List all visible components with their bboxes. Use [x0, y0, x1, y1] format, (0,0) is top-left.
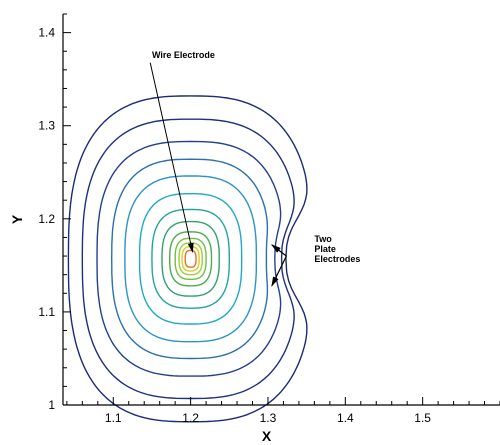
- y-tick-label: 1.3: [38, 119, 55, 133]
- contour-line: [184, 249, 197, 268]
- annotation-arrow: [149, 62, 194, 254]
- x-tick-label: 1.1: [105, 411, 122, 425]
- contour-line: [81, 118, 295, 400]
- x-tick-label: 1.4: [337, 411, 354, 425]
- annotation-label: Two: [314, 234, 332, 244]
- y-tick-label: 1: [48, 398, 55, 412]
- contour-line: [67, 95, 308, 423]
- contour-line: [151, 208, 230, 309]
- contour-line: [178, 242, 203, 276]
- contour-line: [174, 237, 207, 280]
- y-axis-title: Y: [9, 214, 25, 224]
- x-axis-title: X: [262, 428, 272, 444]
- x-tick-label: 1.2: [182, 411, 199, 425]
- contour-line: [169, 231, 213, 287]
- contour-lines: [67, 95, 308, 423]
- contour-line: [124, 175, 258, 343]
- y-tick-label: 1.4: [38, 26, 55, 40]
- y-tick-label: 1.2: [38, 212, 55, 226]
- y-tick-label: 1.1: [38, 305, 55, 319]
- annotation-arrow: [271, 244, 287, 257]
- annotation-label: Plate: [314, 244, 336, 254]
- annotation-arrow: [271, 255, 287, 287]
- contour-line: [181, 246, 200, 272]
- annotation-label: Electrodes: [314, 254, 360, 264]
- x-tick-label: 1.3: [260, 411, 277, 425]
- contour-line: [96, 140, 282, 377]
- contour-line: [138, 193, 243, 325]
- x-tick-label: 1.5: [414, 411, 431, 425]
- contour-line: [110, 158, 269, 360]
- contour-line: [161, 220, 220, 297]
- axis-ticks: 1.1 1.2 1.3 1.4 1.5 1 1.1 1.2 1.3 1.4: [38, 13, 500, 425]
- annotation-label: Wire Electrode: [152, 50, 215, 60]
